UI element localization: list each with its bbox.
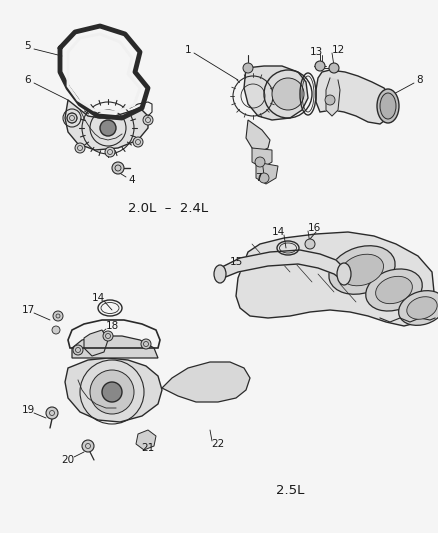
Ellipse shape	[336, 263, 350, 285]
Text: 18: 18	[105, 321, 118, 331]
Polygon shape	[244, 66, 307, 120]
Ellipse shape	[398, 290, 438, 325]
Circle shape	[102, 382, 122, 402]
Circle shape	[90, 370, 134, 414]
Ellipse shape	[213, 265, 226, 283]
Text: 7: 7	[254, 173, 261, 183]
Text: 5: 5	[25, 41, 31, 51]
Circle shape	[143, 115, 153, 125]
Circle shape	[73, 345, 83, 355]
Ellipse shape	[406, 297, 436, 319]
Text: 19: 19	[21, 405, 35, 415]
Circle shape	[53, 311, 63, 321]
Text: 2.5L: 2.5L	[275, 483, 304, 497]
Polygon shape	[84, 330, 108, 356]
Circle shape	[82, 440, 94, 452]
Polygon shape	[218, 250, 343, 280]
Circle shape	[103, 331, 113, 341]
Polygon shape	[236, 232, 433, 326]
Circle shape	[328, 63, 338, 73]
Circle shape	[314, 61, 324, 71]
Text: 1: 1	[184, 45, 191, 55]
Text: 14: 14	[271, 227, 284, 237]
Circle shape	[141, 339, 151, 349]
Circle shape	[75, 143, 85, 153]
Ellipse shape	[340, 254, 383, 286]
Circle shape	[46, 407, 58, 419]
Text: 17: 17	[21, 305, 35, 315]
Text: 21: 21	[141, 443, 154, 453]
Circle shape	[67, 113, 77, 123]
Circle shape	[243, 63, 252, 73]
Polygon shape	[245, 120, 269, 152]
Polygon shape	[65, 358, 162, 422]
Circle shape	[133, 137, 143, 147]
Polygon shape	[72, 336, 158, 358]
Text: 4: 4	[128, 175, 135, 185]
Text: 16: 16	[307, 223, 320, 233]
Circle shape	[112, 162, 124, 174]
Ellipse shape	[379, 93, 395, 119]
Circle shape	[254, 157, 265, 167]
Text: 15: 15	[229, 257, 242, 267]
Circle shape	[52, 326, 60, 334]
Text: 2.0L  –  2.4L: 2.0L – 2.4L	[127, 201, 208, 214]
Text: 6: 6	[25, 75, 31, 85]
Polygon shape	[136, 430, 155, 450]
Text: 20: 20	[61, 455, 74, 465]
Polygon shape	[255, 162, 277, 184]
Polygon shape	[325, 78, 339, 116]
Text: 8: 8	[416, 75, 422, 85]
Polygon shape	[251, 148, 272, 168]
Ellipse shape	[328, 246, 394, 294]
Ellipse shape	[375, 276, 411, 304]
Circle shape	[105, 147, 115, 157]
Polygon shape	[162, 362, 249, 402]
Circle shape	[304, 239, 314, 249]
Text: 12: 12	[331, 45, 344, 55]
Circle shape	[100, 120, 116, 136]
Circle shape	[272, 78, 303, 110]
Circle shape	[324, 95, 334, 105]
Circle shape	[258, 173, 268, 183]
Text: 14: 14	[91, 293, 104, 303]
Ellipse shape	[365, 269, 421, 311]
Text: 13: 13	[309, 47, 322, 57]
Polygon shape	[315, 70, 391, 124]
Ellipse shape	[376, 89, 398, 123]
Text: 22: 22	[211, 439, 224, 449]
Polygon shape	[65, 100, 148, 150]
